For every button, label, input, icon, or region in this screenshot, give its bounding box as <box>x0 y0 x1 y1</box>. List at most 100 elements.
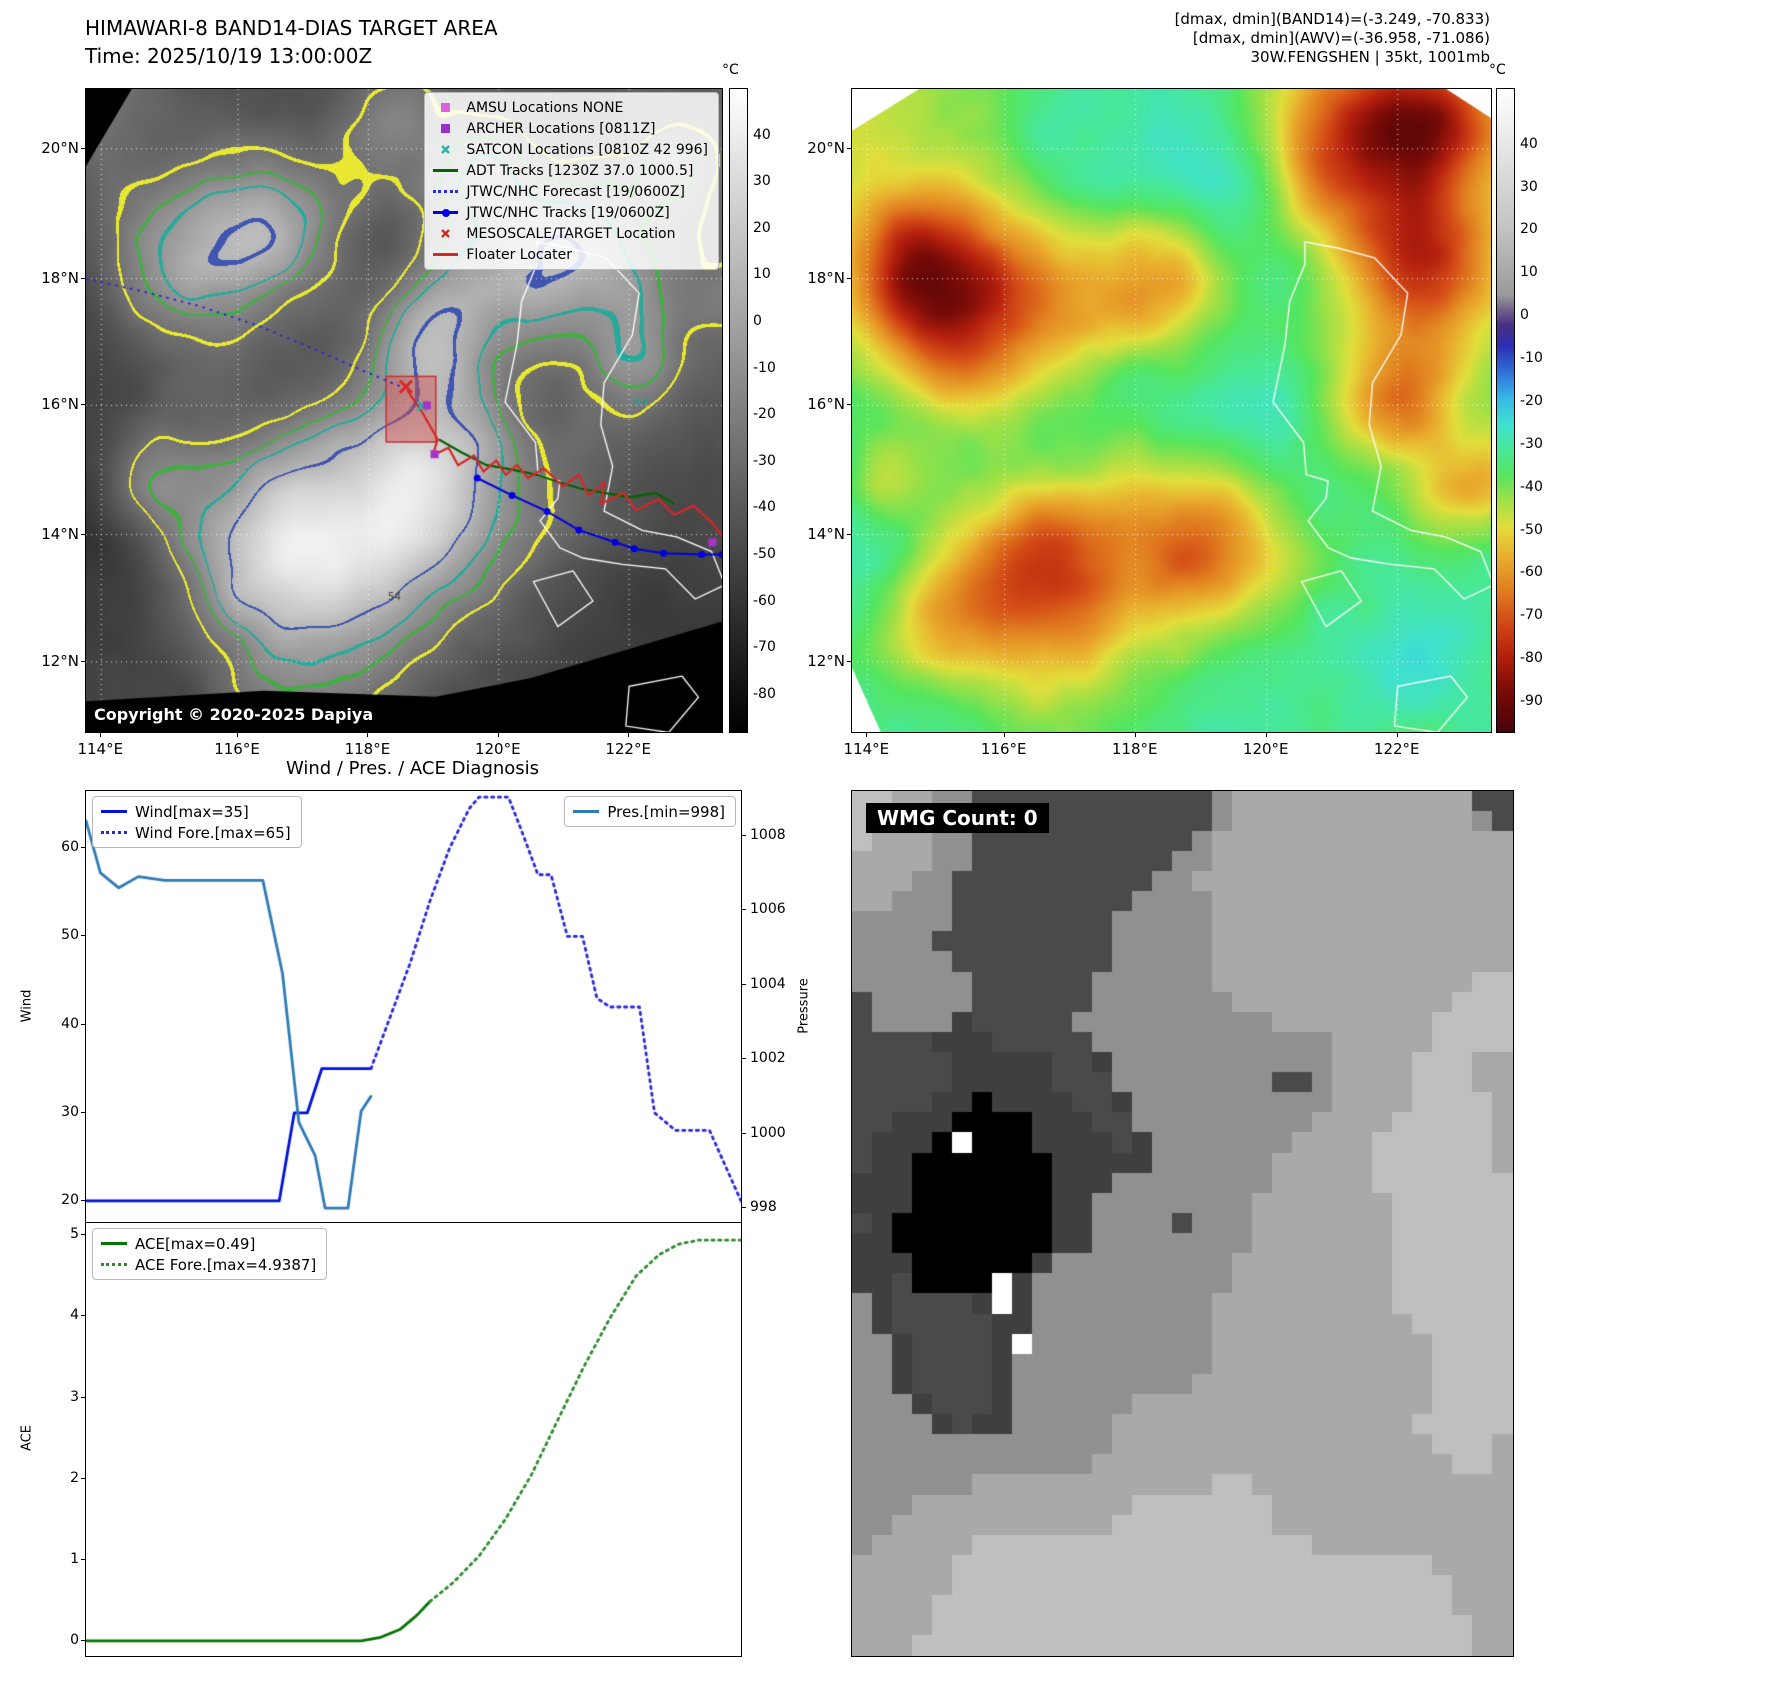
tick-mark <box>81 1199 85 1201</box>
chart-y-tick-label: 1006 <box>750 901 786 918</box>
diagnosis-title: Wind / Pres. / ACE Diagnosis <box>285 758 540 779</box>
enhanced-ir-canvas <box>852 89 1491 732</box>
legend-item-label: JTWC/NHC Forecast [19/0600Z] <box>466 183 685 200</box>
x-tick-label: 122°E <box>1373 740 1420 758</box>
tick-mark <box>1396 733 1398 737</box>
colorbar-tick-label: 20 <box>753 219 771 236</box>
colorbar-tick-label: 30 <box>753 173 771 190</box>
wind-axis-label: Wind <box>19 989 35 1023</box>
line-marker-icon <box>433 253 459 256</box>
band14-satellite-map: AMSU Locations NONE ARCHER Locations [081… <box>85 88 723 733</box>
line-marker-icon <box>101 1242 127 1245</box>
chart-y-tick-label: 40 <box>61 1015 79 1032</box>
chart-y-tick-label: 1008 <box>750 826 786 843</box>
chart-y-tick-label: 1002 <box>750 1050 786 1067</box>
colorbar-tick-label: 0 <box>1520 307 1529 324</box>
tick-mark <box>81 533 85 535</box>
band14-colorbar-unit: °C <box>722 62 739 78</box>
colorbar-tick-label: 30 <box>1520 178 1538 195</box>
legend-item: MESOSCALE/TARGET Location <box>433 223 708 244</box>
legend-item-label: JTWC/NHC Tracks [19/0600Z] <box>466 204 670 221</box>
legend-item: Pres.[min=998] <box>573 801 725 822</box>
tick-mark <box>81 1640 85 1642</box>
band14-colorbar <box>729 88 748 733</box>
chart-y-tick-label: 2 <box>70 1469 79 1486</box>
dotted-line-marker-icon <box>101 1263 127 1266</box>
tick-mark <box>81 1023 85 1025</box>
y-tick-label: 20°N <box>41 138 79 157</box>
colorbar-tick-label: -40 <box>1520 478 1543 495</box>
colorbar-tick-label: -40 <box>753 499 776 516</box>
colorbar-tick-label: -60 <box>753 592 776 609</box>
colorbar-tick-label: -70 <box>753 639 776 656</box>
enhanced-colorbar-unit: °C <box>1489 62 1506 78</box>
line-dot-marker-icon <box>433 208 459 217</box>
tick-mark <box>742 1058 746 1060</box>
legend-item: JTWC/NHC Forecast [19/0600Z] <box>433 181 708 202</box>
legend-item: Wind Fore.[max=65] <box>101 822 291 843</box>
tick-mark <box>81 660 85 662</box>
colorbar-tick-label: -20 <box>1520 392 1543 409</box>
ace-canvas <box>86 1223 741 1656</box>
legend-item: Wind[max=35] <box>101 801 291 822</box>
enhanced-colorbar <box>1496 88 1515 733</box>
tick-mark <box>847 147 851 149</box>
ace-chart <box>85 1222 742 1657</box>
wmg-canvas <box>852 791 1513 1656</box>
chart-legend: Pres.[min=998] <box>564 796 736 827</box>
tick-mark <box>81 1477 85 1479</box>
square-marker-icon <box>441 124 451 133</box>
legend-item: ACE[max=0.49] <box>101 1233 316 1254</box>
legend-item-label: Wind[max=35] <box>135 802 249 821</box>
colorbar-tick-label: 0 <box>753 312 762 329</box>
tick-mark <box>742 834 746 836</box>
colorbar-tick-label: -50 <box>1520 521 1543 538</box>
tick-mark <box>866 733 868 737</box>
y-tick-label: 14°N <box>41 524 79 543</box>
chart-y-tick-label: 0 <box>70 1632 79 1649</box>
y-tick-label: 16°N <box>41 395 79 414</box>
legend-item: SATCON Locations [0810Z 42 996] <box>433 139 708 160</box>
chart-y-tick-label: 1 <box>70 1551 79 1568</box>
dmax-dmin-awv: [dmax, dmin](AWV)=(-36.958, -71.086) <box>1192 29 1490 47</box>
colorbar-tick-label: 10 <box>753 266 771 283</box>
tick-mark <box>742 909 746 911</box>
tick-mark <box>628 733 630 737</box>
colorbar-tick-label: 40 <box>1520 135 1538 152</box>
x-tick-label: 118°E <box>1111 740 1158 758</box>
enhanced-header: [dmax, dmin](BAND14)=(-3.249, -70.833) [… <box>1175 10 1490 67</box>
colorbar-tick-label: -30 <box>753 452 776 469</box>
line-marker-icon <box>433 169 459 172</box>
legend-item: ACE Fore.[max=4.9387] <box>101 1254 316 1275</box>
x-tick-label: 120°E <box>474 740 521 758</box>
legend-item: ADT Tracks [1230Z 37.0 1000.5] <box>433 160 708 181</box>
colorbar-tick-label: -50 <box>753 545 776 562</box>
x-tick-label: 120°E <box>1242 740 1289 758</box>
ace-axis-label: ACE <box>19 1425 35 1451</box>
tick-mark <box>742 983 746 985</box>
tick-mark <box>742 1132 746 1134</box>
tick-mark <box>847 404 851 406</box>
chart-y-tick-label: 1000 <box>750 1124 786 1141</box>
legend-item: Floater Locater <box>433 244 708 265</box>
y-tick-label: 12°N <box>807 651 845 670</box>
chart-y-tick-label: 1004 <box>750 975 786 992</box>
chart-y-tick-label: 4 <box>70 1307 79 1324</box>
tick-mark <box>237 733 238 737</box>
colorbar-tick-label: -20 <box>753 406 776 423</box>
dotted-line-marker-icon <box>433 190 459 193</box>
tick-mark <box>1134 733 1136 737</box>
colorbar-tick-label: -90 <box>1520 692 1543 709</box>
wind-pressure-canvas <box>86 791 741 1223</box>
colorbar-tick-label: -10 <box>1520 350 1543 367</box>
chart-y-tick-label: 3 <box>70 1388 79 1405</box>
band14-timestamp: Time: 2025/10/19 13:00:00Z <box>85 44 373 68</box>
legend-item-label: SATCON Locations [0810Z 42 996] <box>466 141 708 158</box>
legend-item-label: Floater Locater <box>466 246 573 263</box>
legend-item-label: ACE Fore.[max=4.9387] <box>135 1255 317 1274</box>
x-tick-label: 116°E <box>214 740 260 758</box>
wmg-count-badge: WMG Count: 0 <box>866 803 1049 833</box>
tick-mark <box>81 277 85 279</box>
tick-mark <box>847 660 851 662</box>
dotted-line-marker-icon <box>101 831 127 834</box>
